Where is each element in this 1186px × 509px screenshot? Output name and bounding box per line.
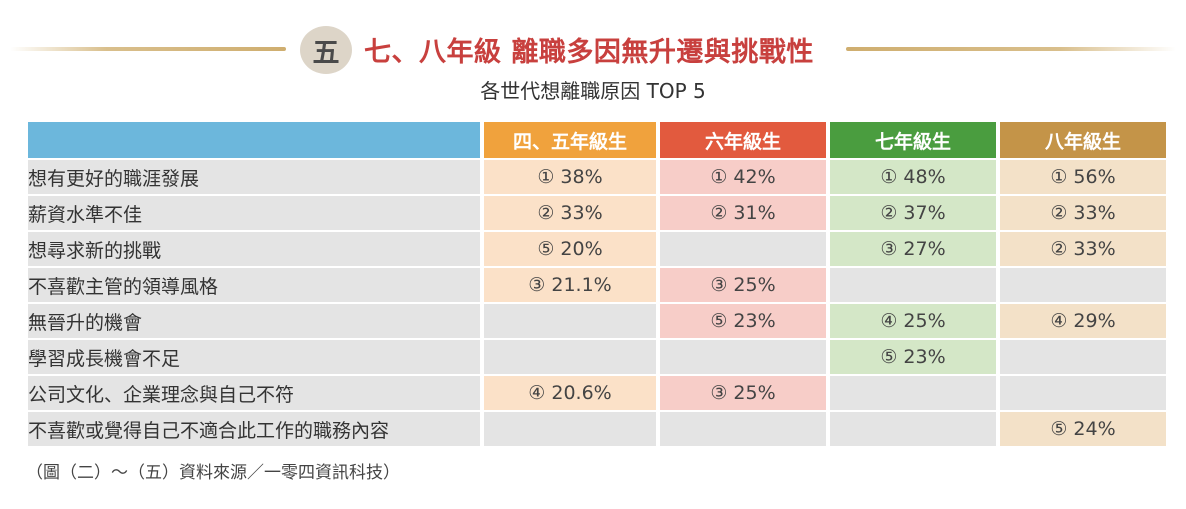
- value-cell: ⑤ 24%: [1000, 412, 1166, 448]
- value-cell: ② 33%: [1000, 232, 1166, 268]
- value-cell: ④ 29%: [1000, 304, 1166, 340]
- value-cell: [484, 412, 656, 448]
- table-row: 想尋求新的挑戰 ⑤ 20% ③ 27% ② 33%: [28, 232, 1166, 268]
- value-cell: ⑤ 20%: [484, 232, 656, 268]
- column-header-gen-6: 六年級生: [660, 122, 826, 160]
- label-column-header: [28, 122, 480, 160]
- reasons-table: 四、五年級生 六年級生 七年級生 八年級生 想有更好的職涯發展 ① 38% ① 42…: [28, 122, 1166, 448]
- header-decor-line-left: [10, 47, 286, 51]
- column-header-gen-4-5: 四、五年級生: [484, 122, 656, 160]
- value-cell: [660, 340, 826, 376]
- source-note: （圖（二）～（五）資料來源／一零四資訊科技）: [26, 463, 400, 483]
- table-row: 無晉升的機會 ⑤ 23% ④ 25% ④ 29%: [28, 304, 1166, 340]
- value-cell: [1000, 340, 1166, 376]
- header-decor-line-right: [846, 47, 1176, 51]
- value-cell: [660, 412, 826, 448]
- value-cell: [830, 268, 996, 304]
- table-header-row: 四、五年級生 六年級生 七年級生 八年級生: [28, 122, 1166, 160]
- value-cell: ② 31%: [660, 196, 826, 232]
- value-cell: ② 33%: [1000, 196, 1166, 232]
- table-subtitle: 各世代想離職原因 TOP 5: [480, 79, 706, 103]
- value-cell: ① 38%: [484, 160, 656, 196]
- value-cell: ④ 20.6%: [484, 376, 656, 412]
- value-cell: [830, 412, 996, 448]
- value-cell: ⑤ 23%: [830, 340, 996, 376]
- table-row: 不喜歡或覺得自己不適合此工作的職務內容 ⑤ 24%: [28, 412, 1166, 448]
- row-label: 不喜歡或覺得自己不適合此工作的職務內容: [28, 412, 480, 448]
- value-cell: ① 48%: [830, 160, 996, 196]
- value-cell: ③ 25%: [660, 376, 826, 412]
- table-row: 想有更好的職涯發展 ① 38% ① 42% ① 48% ① 56%: [28, 160, 1166, 196]
- row-label: 學習成長機會不足: [28, 340, 480, 376]
- row-label: 無晉升的機會: [28, 304, 480, 340]
- value-cell: ④ 25%: [830, 304, 996, 340]
- column-header-gen-7: 七年級生: [830, 122, 996, 160]
- value-cell: ① 42%: [660, 160, 826, 196]
- table-row: 公司文化、企業理念與自己不符 ④ 20.6% ③ 25%: [28, 376, 1166, 412]
- value-cell: [1000, 376, 1166, 412]
- value-cell: ③ 27%: [830, 232, 996, 268]
- row-label: 想尋求新的挑戰: [28, 232, 480, 268]
- row-label: 薪資水準不佳: [28, 196, 480, 232]
- value-cell: [484, 340, 656, 376]
- value-cell: [1000, 268, 1166, 304]
- value-cell: [484, 304, 656, 340]
- row-label: 不喜歡主管的領導風格: [28, 268, 480, 304]
- value-cell: [660, 232, 826, 268]
- column-header-gen-8: 八年級生: [1000, 122, 1166, 160]
- table-row: 不喜歡主管的領導風格 ③ 21.1% ③ 25%: [28, 268, 1166, 304]
- value-cell: [830, 376, 996, 412]
- table-row: 薪資水準不佳 ② 33% ② 31% ② 37% ② 33%: [28, 196, 1166, 232]
- value-cell: ③ 25%: [660, 268, 826, 304]
- value-cell: ① 56%: [1000, 160, 1166, 196]
- table-row: 學習成長機會不足 ⑤ 23%: [28, 340, 1166, 376]
- section-number-badge: 五: [300, 26, 352, 74]
- row-label: 想有更好的職涯發展: [28, 160, 480, 196]
- value-cell: ⑤ 23%: [660, 304, 826, 340]
- value-cell: ② 33%: [484, 196, 656, 232]
- row-label: 公司文化、企業理念與自己不符: [28, 376, 480, 412]
- value-cell: ② 37%: [830, 196, 996, 232]
- value-cell: ③ 21.1%: [484, 268, 656, 304]
- page-title: 七、八年級 離職多因無升遷與挑戰性: [364, 37, 814, 68]
